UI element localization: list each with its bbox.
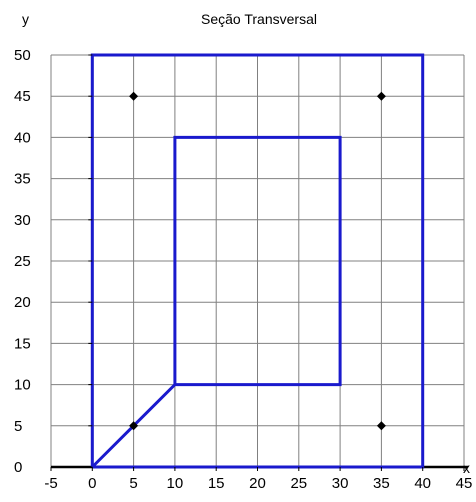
- series-group: [90, 53, 425, 469]
- y-tick-label-3: 15: [14, 335, 31, 352]
- marker-group: [129, 91, 386, 431]
- point-marker-1: [376, 91, 386, 101]
- point-marker-3: [376, 421, 386, 431]
- x-tick-label-4: 15: [208, 475, 225, 492]
- y-tick-label-10: 50: [14, 47, 31, 64]
- chart-title: Seção Transversal: [201, 11, 317, 27]
- x-tick-label-0: -5: [44, 475, 57, 492]
- point-marker-0: [129, 91, 139, 101]
- point-marker-2: [129, 421, 139, 431]
- series-line-1: [91, 135, 342, 469]
- y-tick-label-2: 10: [14, 377, 31, 394]
- x-tick-label-3: 10: [167, 475, 184, 492]
- y-tick-label-6: 30: [14, 212, 31, 229]
- y-tick-label-7: 35: [14, 171, 31, 188]
- x-tick-labels: -5 0 5 10 15 20 25 30 35 40 45: [44, 467, 472, 492]
- series-line-0: [90, 53, 425, 469]
- y-axis-label: y: [22, 11, 29, 27]
- x-tick-label-10: 45: [456, 475, 473, 492]
- x-tick-label-2: 5: [129, 475, 137, 492]
- y-tick-label-8: 40: [14, 129, 31, 146]
- y-tick-label-1: 5: [14, 418, 22, 435]
- x-tick-label-9: 40: [414, 475, 431, 492]
- y-tick-label-0: 0: [14, 459, 22, 476]
- x-tick-label-1: 0: [88, 475, 96, 492]
- x-tick-label-8: 35: [373, 475, 390, 492]
- y-tick-label-5: 25: [14, 253, 31, 270]
- y-tick-label-4: 20: [14, 294, 31, 311]
- y-tick-labels: 0 5 10 15 20 25 30 35 40 45 50: [14, 47, 93, 476]
- x-tick-label-7: 30: [332, 475, 349, 492]
- x-tick-label-6: 25: [290, 475, 307, 492]
- x-tick-label-5: 20: [249, 475, 266, 492]
- y-tick-label-9: 45: [14, 88, 31, 105]
- grid: [50, 54, 465, 468]
